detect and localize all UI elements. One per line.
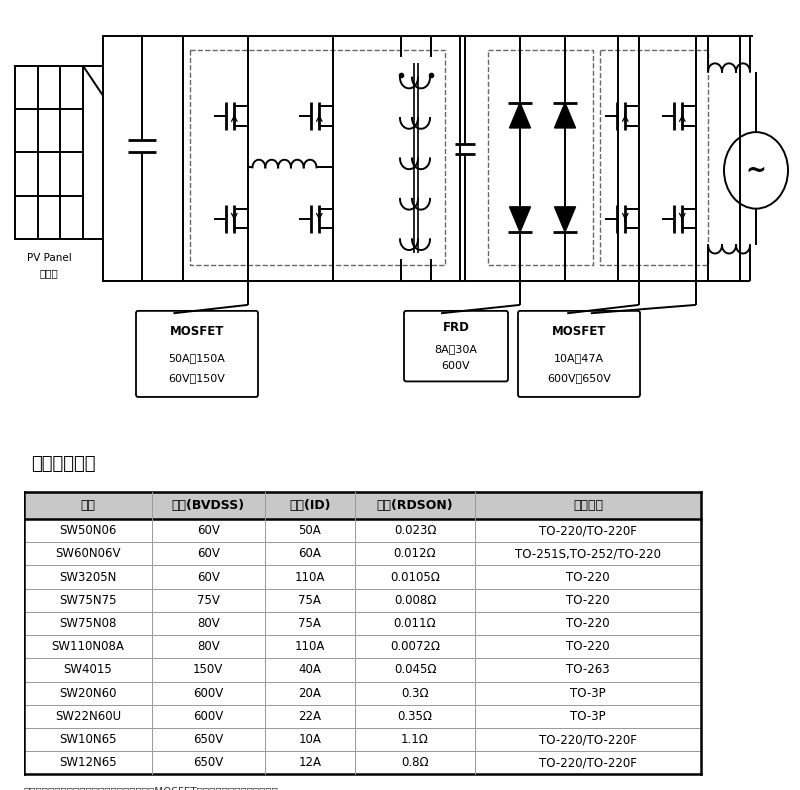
Text: TO-3P: TO-3P — [570, 710, 606, 723]
FancyBboxPatch shape — [518, 311, 640, 397]
Text: 60V: 60V — [197, 524, 220, 537]
Text: SW60N06V: SW60N06V — [55, 547, 121, 560]
Text: 0.8Ω: 0.8Ω — [402, 756, 429, 769]
Text: 650V: 650V — [193, 756, 223, 769]
Bar — [24, 635, 701, 658]
Bar — [24, 705, 701, 728]
Text: 40A: 40A — [298, 664, 321, 676]
Bar — [24, 542, 701, 566]
Text: TO-220: TO-220 — [566, 617, 610, 630]
Text: 0.011Ω: 0.011Ω — [394, 617, 436, 630]
Text: 75V: 75V — [197, 594, 220, 607]
Bar — [24, 589, 701, 612]
Text: 0.045Ω: 0.045Ω — [394, 664, 436, 676]
Text: 600V: 600V — [193, 687, 223, 700]
Text: 60A: 60A — [298, 547, 321, 560]
Bar — [190, 51, 445, 265]
Bar — [24, 612, 701, 635]
Text: TO-220: TO-220 — [566, 570, 610, 584]
Text: ~: ~ — [746, 158, 766, 182]
Text: 封装形式: 封装形式 — [573, 498, 603, 512]
Bar — [15, 66, 83, 239]
Text: TO-220: TO-220 — [566, 594, 610, 607]
Text: 600V～650V: 600V～650V — [547, 374, 611, 383]
Text: PV Panel: PV Panel — [26, 254, 71, 264]
Text: MOSFET: MOSFET — [170, 325, 224, 337]
Text: 0.35Ω: 0.35Ω — [398, 710, 433, 723]
Text: 型号: 型号 — [81, 498, 95, 512]
Text: 常用器件型号: 常用器件型号 — [31, 455, 96, 473]
Text: 75A: 75A — [298, 617, 321, 630]
Bar — [24, 566, 701, 589]
Bar — [488, 51, 593, 265]
Text: 600V: 600V — [193, 710, 223, 723]
FancyBboxPatch shape — [136, 311, 258, 397]
Text: 1.1Ω: 1.1Ω — [401, 733, 429, 746]
Text: SW20N60: SW20N60 — [59, 687, 117, 700]
Bar — [24, 682, 701, 705]
Text: SW75N08: SW75N08 — [59, 617, 117, 630]
Polygon shape — [510, 207, 530, 232]
Text: TO-251S,TO-252/TO-220: TO-251S,TO-252/TO-220 — [515, 547, 661, 560]
Text: TO-220: TO-220 — [566, 640, 610, 653]
Text: 0.008Ω: 0.008Ω — [394, 594, 436, 607]
Text: 75A: 75A — [298, 594, 321, 607]
Text: TO-3P: TO-3P — [570, 687, 606, 700]
Text: 150V: 150V — [193, 664, 223, 676]
Text: SW10N65: SW10N65 — [59, 733, 117, 746]
Text: 60V～150V: 60V～150V — [169, 374, 226, 383]
Polygon shape — [554, 207, 575, 232]
Text: TO-263: TO-263 — [566, 664, 610, 676]
Text: 80V: 80V — [197, 640, 220, 653]
Bar — [600, 51, 708, 265]
Text: 650V: 650V — [193, 733, 223, 746]
Text: 电阻(RDSON): 电阻(RDSON) — [377, 498, 454, 512]
Text: 0.0072Ω: 0.0072Ω — [390, 640, 440, 653]
Text: 0.012Ω: 0.012Ω — [394, 547, 436, 560]
Text: 0.023Ω: 0.023Ω — [394, 524, 436, 537]
Text: 50A～150A: 50A～150A — [169, 353, 226, 363]
Text: 600V: 600V — [442, 361, 470, 371]
Text: 50A: 50A — [298, 524, 321, 537]
Text: 光伏板: 光伏板 — [40, 268, 58, 278]
Polygon shape — [554, 103, 575, 128]
Text: FRD: FRD — [442, 322, 470, 334]
Text: 10A: 10A — [298, 733, 321, 746]
Text: SW22N60U: SW22N60U — [55, 710, 121, 723]
Text: 60V: 60V — [197, 570, 220, 584]
Bar — [24, 728, 701, 751]
Text: MOSFET: MOSFET — [552, 325, 606, 337]
Text: 110A: 110A — [294, 570, 325, 584]
Text: SW50N06: SW50N06 — [59, 524, 117, 537]
Text: SW110N08A: SW110N08A — [51, 640, 124, 653]
Text: 10A～47A: 10A～47A — [554, 353, 604, 363]
FancyBboxPatch shape — [404, 311, 508, 382]
Text: 8A～30A: 8A～30A — [434, 344, 478, 355]
Text: 60V: 60V — [197, 547, 220, 560]
Text: SW4015: SW4015 — [63, 664, 112, 676]
Bar — [24, 491, 701, 519]
Text: TO-220/TO-220F: TO-220/TO-220F — [539, 524, 637, 537]
Text: 0.3Ω: 0.3Ω — [402, 687, 429, 700]
Text: SW3205N: SW3205N — [59, 570, 117, 584]
Text: TO-220/TO-220F: TO-220/TO-220F — [539, 733, 637, 746]
Polygon shape — [510, 103, 530, 128]
Text: 80V: 80V — [197, 617, 220, 630]
Text: 22A: 22A — [298, 710, 322, 723]
Text: 耐压(BVDSS): 耐压(BVDSS) — [172, 498, 245, 512]
Bar — [24, 751, 701, 774]
Text: 12A: 12A — [298, 756, 322, 769]
Bar — [24, 519, 701, 542]
Text: 电流(ID): 电流(ID) — [289, 498, 330, 512]
Text: 20A: 20A — [298, 687, 321, 700]
Text: SW75N75: SW75N75 — [59, 594, 117, 607]
Text: SW12N65: SW12N65 — [59, 756, 117, 769]
Text: 备注：该系统应用到的二极管及高压大电流超结MOSFET等资料详见相应的应用手册。: 备注：该系统应用到的二极管及高压大电流超结MOSFET等资料详见相应的应用手册。 — [24, 786, 279, 790]
Text: 0.0105Ω: 0.0105Ω — [390, 570, 440, 584]
Text: TO-220/TO-220F: TO-220/TO-220F — [539, 756, 637, 769]
Bar — [103, 36, 740, 281]
Text: 110A: 110A — [294, 640, 325, 653]
Bar — [24, 658, 701, 682]
